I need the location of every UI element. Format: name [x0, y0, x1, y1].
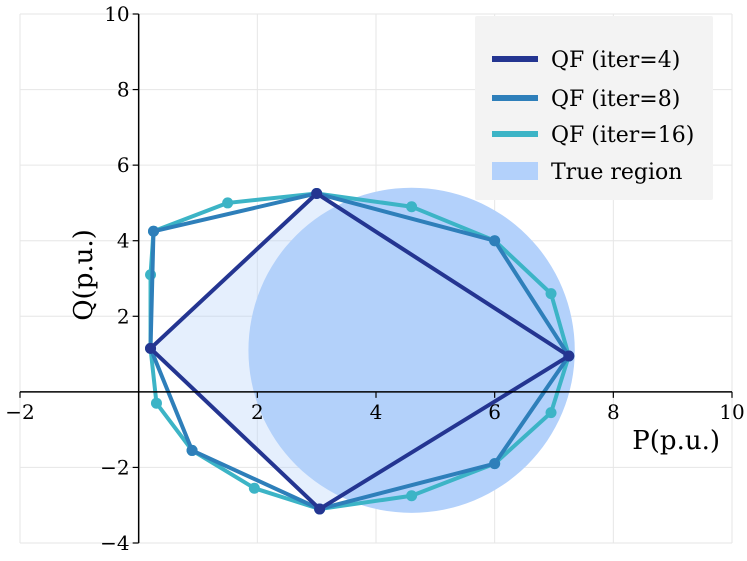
x-tick-label: −2: [5, 400, 34, 424]
x-tick-label: 10: [719, 400, 744, 424]
axes: [19, 13, 733, 544]
legend-swatch-true-region: [492, 162, 538, 180]
series-point-2-2: [314, 503, 326, 515]
legend-label-iter8: QF (iter=8): [551, 87, 680, 112]
series-point-0-7: [406, 490, 418, 502]
y-tick-label: 4: [117, 229, 130, 253]
legend-label-iter4: QF (iter=4): [551, 48, 680, 73]
x-tick-label: 4: [370, 400, 383, 424]
x-tick-label: 6: [488, 400, 501, 424]
series-point-0-9: [248, 482, 260, 494]
series-point-1-7: [148, 225, 159, 237]
legend-label-true-region: True region: [551, 160, 682, 185]
series-point-1-3: [489, 458, 501, 470]
y-axis-label: Q(p.u.): [69, 229, 99, 321]
y-tick-label: 10: [104, 2, 129, 26]
x-tick-label: 2: [251, 400, 264, 424]
series-point-0-5: [545, 407, 557, 419]
y-tick-label: −4: [100, 531, 129, 555]
series-point-0-11: [150, 397, 162, 409]
series-layer: [145, 187, 575, 515]
series-point-0-1: [406, 201, 418, 213]
series-point-2-0: [311, 187, 323, 199]
true-region-ellipse: [248, 187, 575, 513]
series-point-2-1: [563, 350, 575, 362]
series-point-1-1: [489, 235, 501, 247]
series-point-1-5: [186, 444, 198, 456]
series-point-2-3: [145, 342, 157, 354]
y-tick-label: 2: [117, 304, 130, 328]
tick-labels: −2 2 4 6 8 10 −4 −2 2 4 6 8 10: [5, 2, 744, 555]
series-point-0-15: [222, 197, 234, 209]
y-tick-label: −2: [100, 455, 129, 479]
x-axis-label: P(p.u.): [632, 426, 720, 456]
x-tick-label: 8: [607, 400, 620, 424]
series-point-0-3: [545, 288, 557, 300]
y-tick-label: 8: [117, 78, 130, 102]
legend-label-iter16: QF (iter=16): [551, 123, 694, 148]
legend: QF (iter=4) QF (iter=8) QF (iter=16) Tru…: [475, 16, 713, 200]
y-tick-label: 6: [117, 153, 130, 177]
